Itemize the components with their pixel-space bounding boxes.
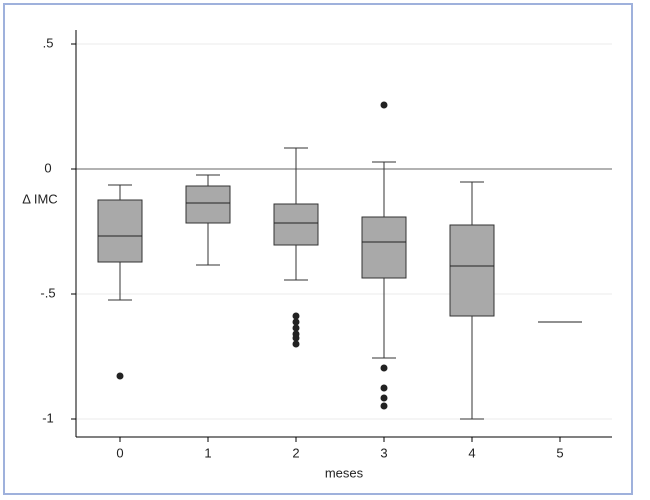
box [449,224,495,317]
outlier [380,364,388,372]
outlier [292,324,300,332]
outlier [380,402,388,410]
outlier [380,101,388,109]
box [97,199,143,263]
x-tick-label: 1 [204,445,211,460]
x-tick-label: 4 [468,445,475,460]
outlier [380,384,388,392]
outlier [292,312,300,320]
box [361,216,407,279]
box [273,203,319,246]
x-axis-label: meses [325,465,364,480]
y-tick-label: 0 [44,160,51,175]
box [185,185,231,224]
outlier [292,340,300,348]
outlier [292,318,300,326]
y-tick-label: -1 [42,410,54,425]
y-axis-label: Δ IMC [22,191,57,206]
outlier [292,334,300,342]
outlier [116,372,124,380]
x-tick-label: 0 [116,445,123,460]
x-tick-label: 3 [380,445,387,460]
outlier [380,394,388,402]
y-tick-label: .5 [43,35,54,50]
x-tick-label: 5 [556,445,563,460]
x-tick-label: 2 [292,445,299,460]
y-tick-label: -.5 [40,285,55,300]
